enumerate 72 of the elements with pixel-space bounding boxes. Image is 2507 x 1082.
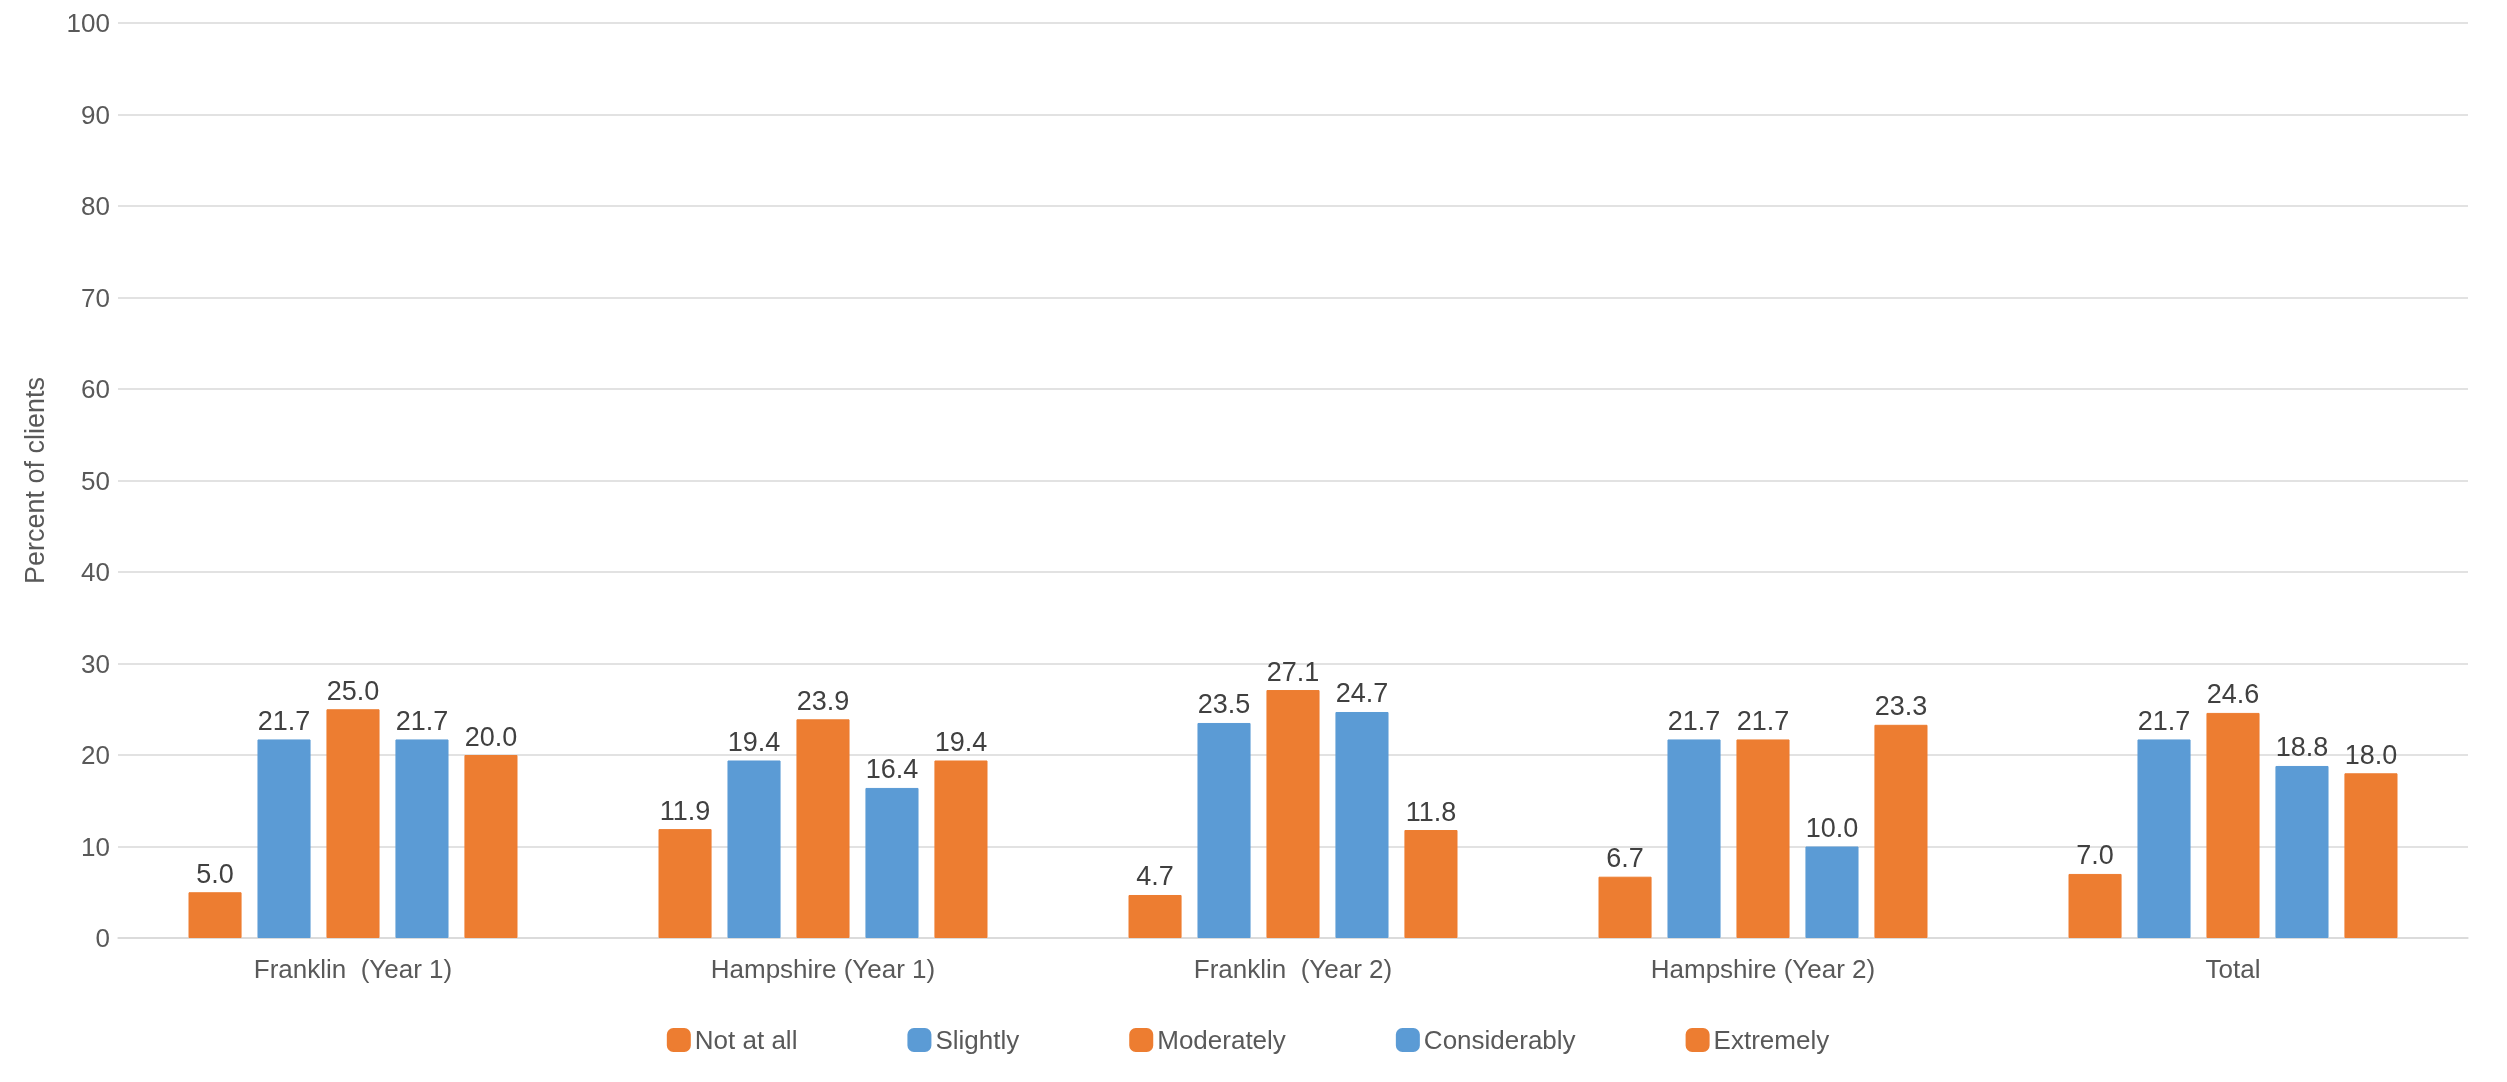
y-tick-label: 80 (81, 191, 110, 221)
bar (865, 787, 919, 938)
bar (395, 739, 449, 938)
bar (257, 739, 311, 938)
y-tick-label: 10 (81, 831, 110, 862)
x-tick-label: Total (2205, 954, 2261, 984)
data-label: 19.4 (934, 726, 988, 757)
x-tick-label: Franklin (Year 2) (1193, 954, 1393, 984)
bar (1197, 722, 1251, 938)
data-label: 11.9 (659, 795, 711, 826)
bar (2275, 765, 2329, 938)
bar (2344, 773, 2398, 938)
data-label: 21.7 (1667, 705, 1721, 736)
bar (727, 760, 781, 938)
bar (1266, 690, 1320, 938)
y-tick-label: 70 (81, 282, 110, 313)
bar (464, 755, 518, 938)
data-label: 5.0 (196, 858, 234, 889)
x-tick-label: Hampshire (Year 2) (1650, 954, 1876, 984)
y-tick-label: 0 (95, 923, 110, 953)
y-tick-label: 90 (81, 99, 110, 130)
data-label: 16.4 (865, 754, 919, 785)
bar (1335, 712, 1389, 938)
bar (2137, 739, 2191, 938)
data-label: 11.8 (1405, 796, 1457, 827)
legend-label: Not at all (694, 1025, 798, 1055)
bar (934, 760, 988, 938)
y-axis-title: Percent of clients (19, 376, 50, 585)
data-label: 23.5 (1197, 689, 1251, 720)
data-label: 19.4 (727, 726, 781, 757)
bar (1598, 876, 1652, 938)
bar (2068, 873, 2122, 938)
y-tick-label: 60 (81, 374, 110, 404)
data-label: 6.7 (1606, 843, 1644, 874)
data-label: 18.8 (2275, 732, 2329, 763)
data-label: 4.7 (1136, 861, 1174, 892)
y-tick-label: 30 (81, 648, 110, 679)
bar (1404, 830, 1458, 938)
legend-label: Considerably (1423, 1025, 1576, 1055)
bar (188, 892, 242, 938)
bar (1667, 739, 1721, 938)
data-label: 21.7 (257, 705, 311, 736)
data-label: 18.0 (2344, 739, 2398, 770)
data-label: 23.9 (796, 685, 850, 716)
bar (796, 719, 850, 938)
bar (658, 829, 712, 938)
bar (1805, 846, 1859, 938)
y-tick-label: 100 (66, 8, 110, 38)
bar (1736, 739, 1790, 938)
legend-label: Extremely (1713, 1025, 1830, 1055)
data-label: 23.3 (1874, 691, 1928, 722)
bar (326, 709, 380, 938)
y-tick-label: 20 (81, 740, 110, 770)
data-label: 10.0 (1805, 813, 1859, 843)
x-tick-label: Franklin (Year 1) (253, 954, 453, 984)
data-label: 24.7 (1335, 678, 1389, 709)
data-label: 24.6 (2206, 679, 2260, 710)
data-label: 25.0 (326, 675, 380, 706)
data-label: 21.7 (395, 705, 449, 736)
bar (1128, 895, 1182, 938)
bar (1874, 724, 1928, 938)
data-label: 20.0 (464, 721, 518, 752)
data-label: 27.1 (1266, 656, 1320, 687)
x-tick-label: Hampshire (Year 1) (710, 954, 936, 984)
data-label: 21.7 (2137, 705, 2191, 736)
bar (2206, 712, 2260, 938)
data-label: 21.7 (1736, 705, 1790, 736)
legend-label: Moderately (1157, 1025, 1286, 1055)
y-tick-label: 50 (81, 465, 110, 496)
y-tick-label: 40 (81, 557, 110, 587)
legend-label: Slightly (935, 1025, 1020, 1055)
data-label: 7.0 (2076, 840, 2114, 871)
